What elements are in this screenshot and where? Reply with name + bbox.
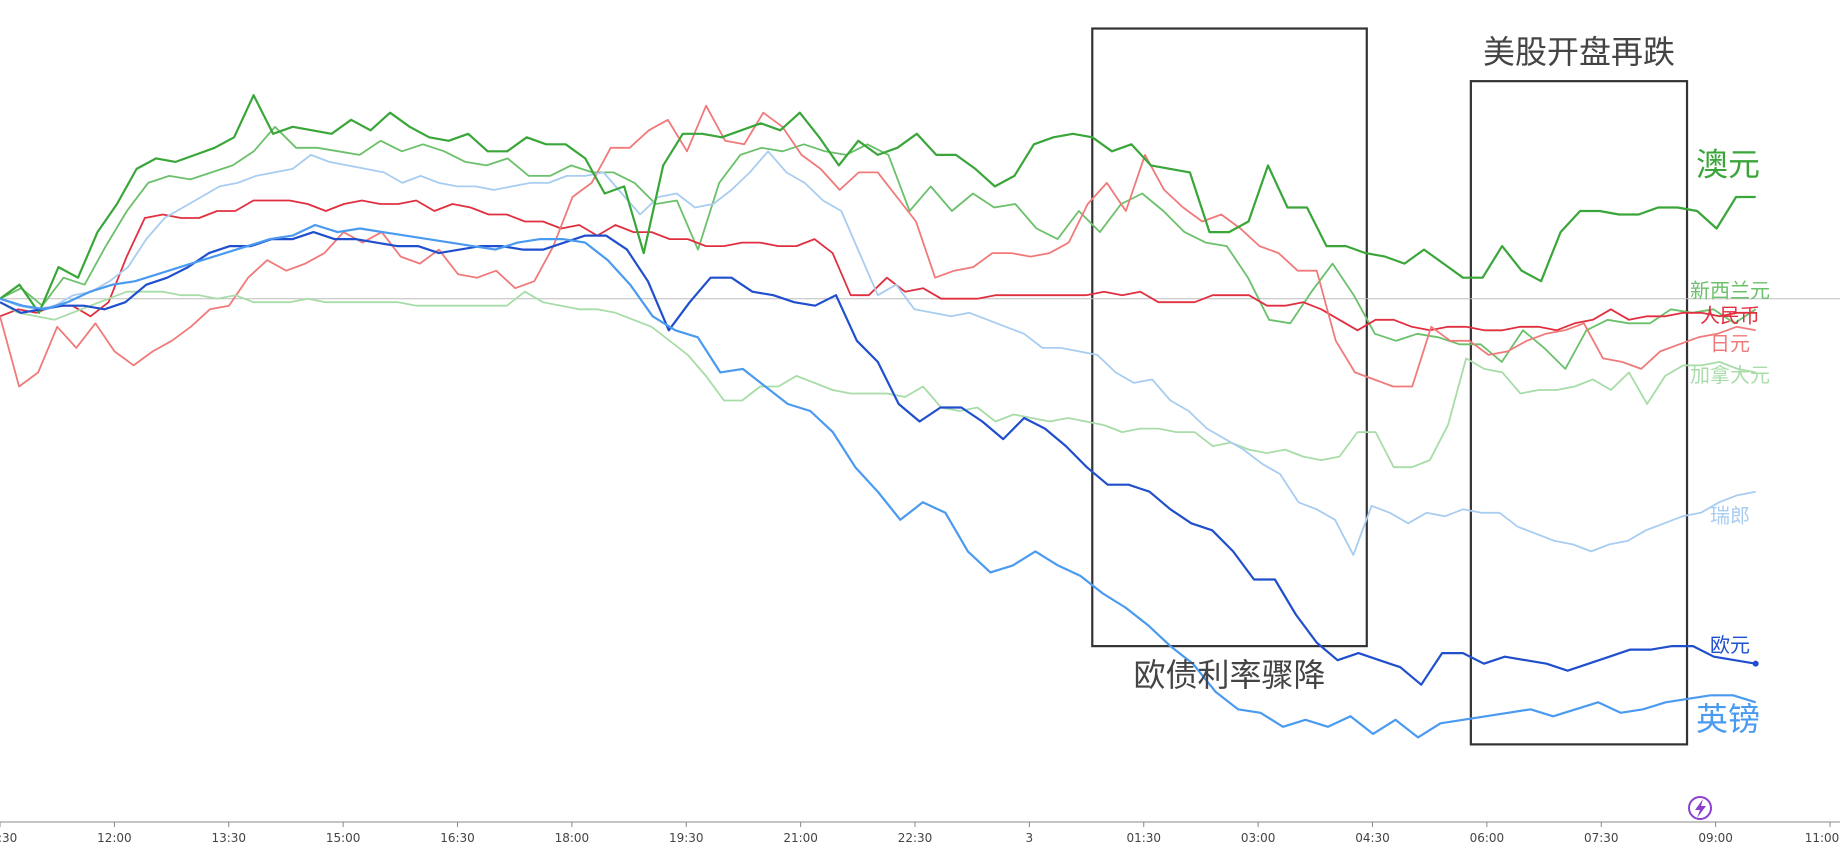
series-line [0,150,1756,556]
series-label: 澳元 [1696,145,1760,183]
series-lines [0,94,1840,739]
annotation-box [1469,80,1689,746]
series-label: 日元 [1710,331,1750,355]
series-line [0,125,1757,370]
x-tick-label: 18:00 [555,831,590,845]
series-label: 人民币 [1700,303,1760,327]
series-line [0,223,1757,739]
x-tick-label: 13:30 [211,831,246,845]
lightning-icon[interactable] [1688,796,1712,820]
series-label: 瑞郎 [1710,503,1750,527]
annotation-labels: 欧债利率骤降 美股开盘再跌 [1134,33,1675,694]
x-tick-label: 10:30 [0,831,17,845]
annotation-label: 欧债利率骤降 [1134,656,1326,694]
x-tick-label: 15:00 [326,831,361,845]
series-line [0,104,1756,388]
annotation-box [1091,27,1368,648]
x-tick-label: 11:00 [1805,831,1840,845]
x-tick-label: 04:30 [1355,831,1390,845]
x-tick-label: 06:00 [1470,831,1505,845]
series-end-dot [1752,660,1759,667]
series-label: 加拿大元 [1690,363,1770,387]
series-label: 新西兰元 [1690,279,1770,303]
x-tick-label: 03:00 [1241,831,1276,845]
x-tick-label: 12:00 [97,831,132,845]
annotation-label: 美股开盘再跌 [1483,33,1675,71]
x-tick-label: 07:30 [1584,831,1619,845]
x-tick-label: 01:30 [1126,831,1161,845]
series-line [0,290,1756,469]
series-line [0,94,1756,314]
x-tick-label: 16:30 [440,831,475,845]
x-axis: 10:30 12:00 13:30 15:00 16:30 18:00 19:30 21:00… [0,821,1840,845]
x-tick-label: 19:30 [669,831,704,845]
x-tick-label: 22:30 [898,831,933,845]
x-tick-label: 3 [1026,831,1034,845]
annotation-boxes [1091,27,1689,746]
series-line [0,231,1756,686]
x-tick-label: 09:00 [1698,831,1733,845]
series-line [0,199,1756,332]
x-tick-label: 21:00 [783,831,818,845]
series-label: 欧元 [1710,633,1750,657]
series-label: 英镑 [1696,700,1760,738]
